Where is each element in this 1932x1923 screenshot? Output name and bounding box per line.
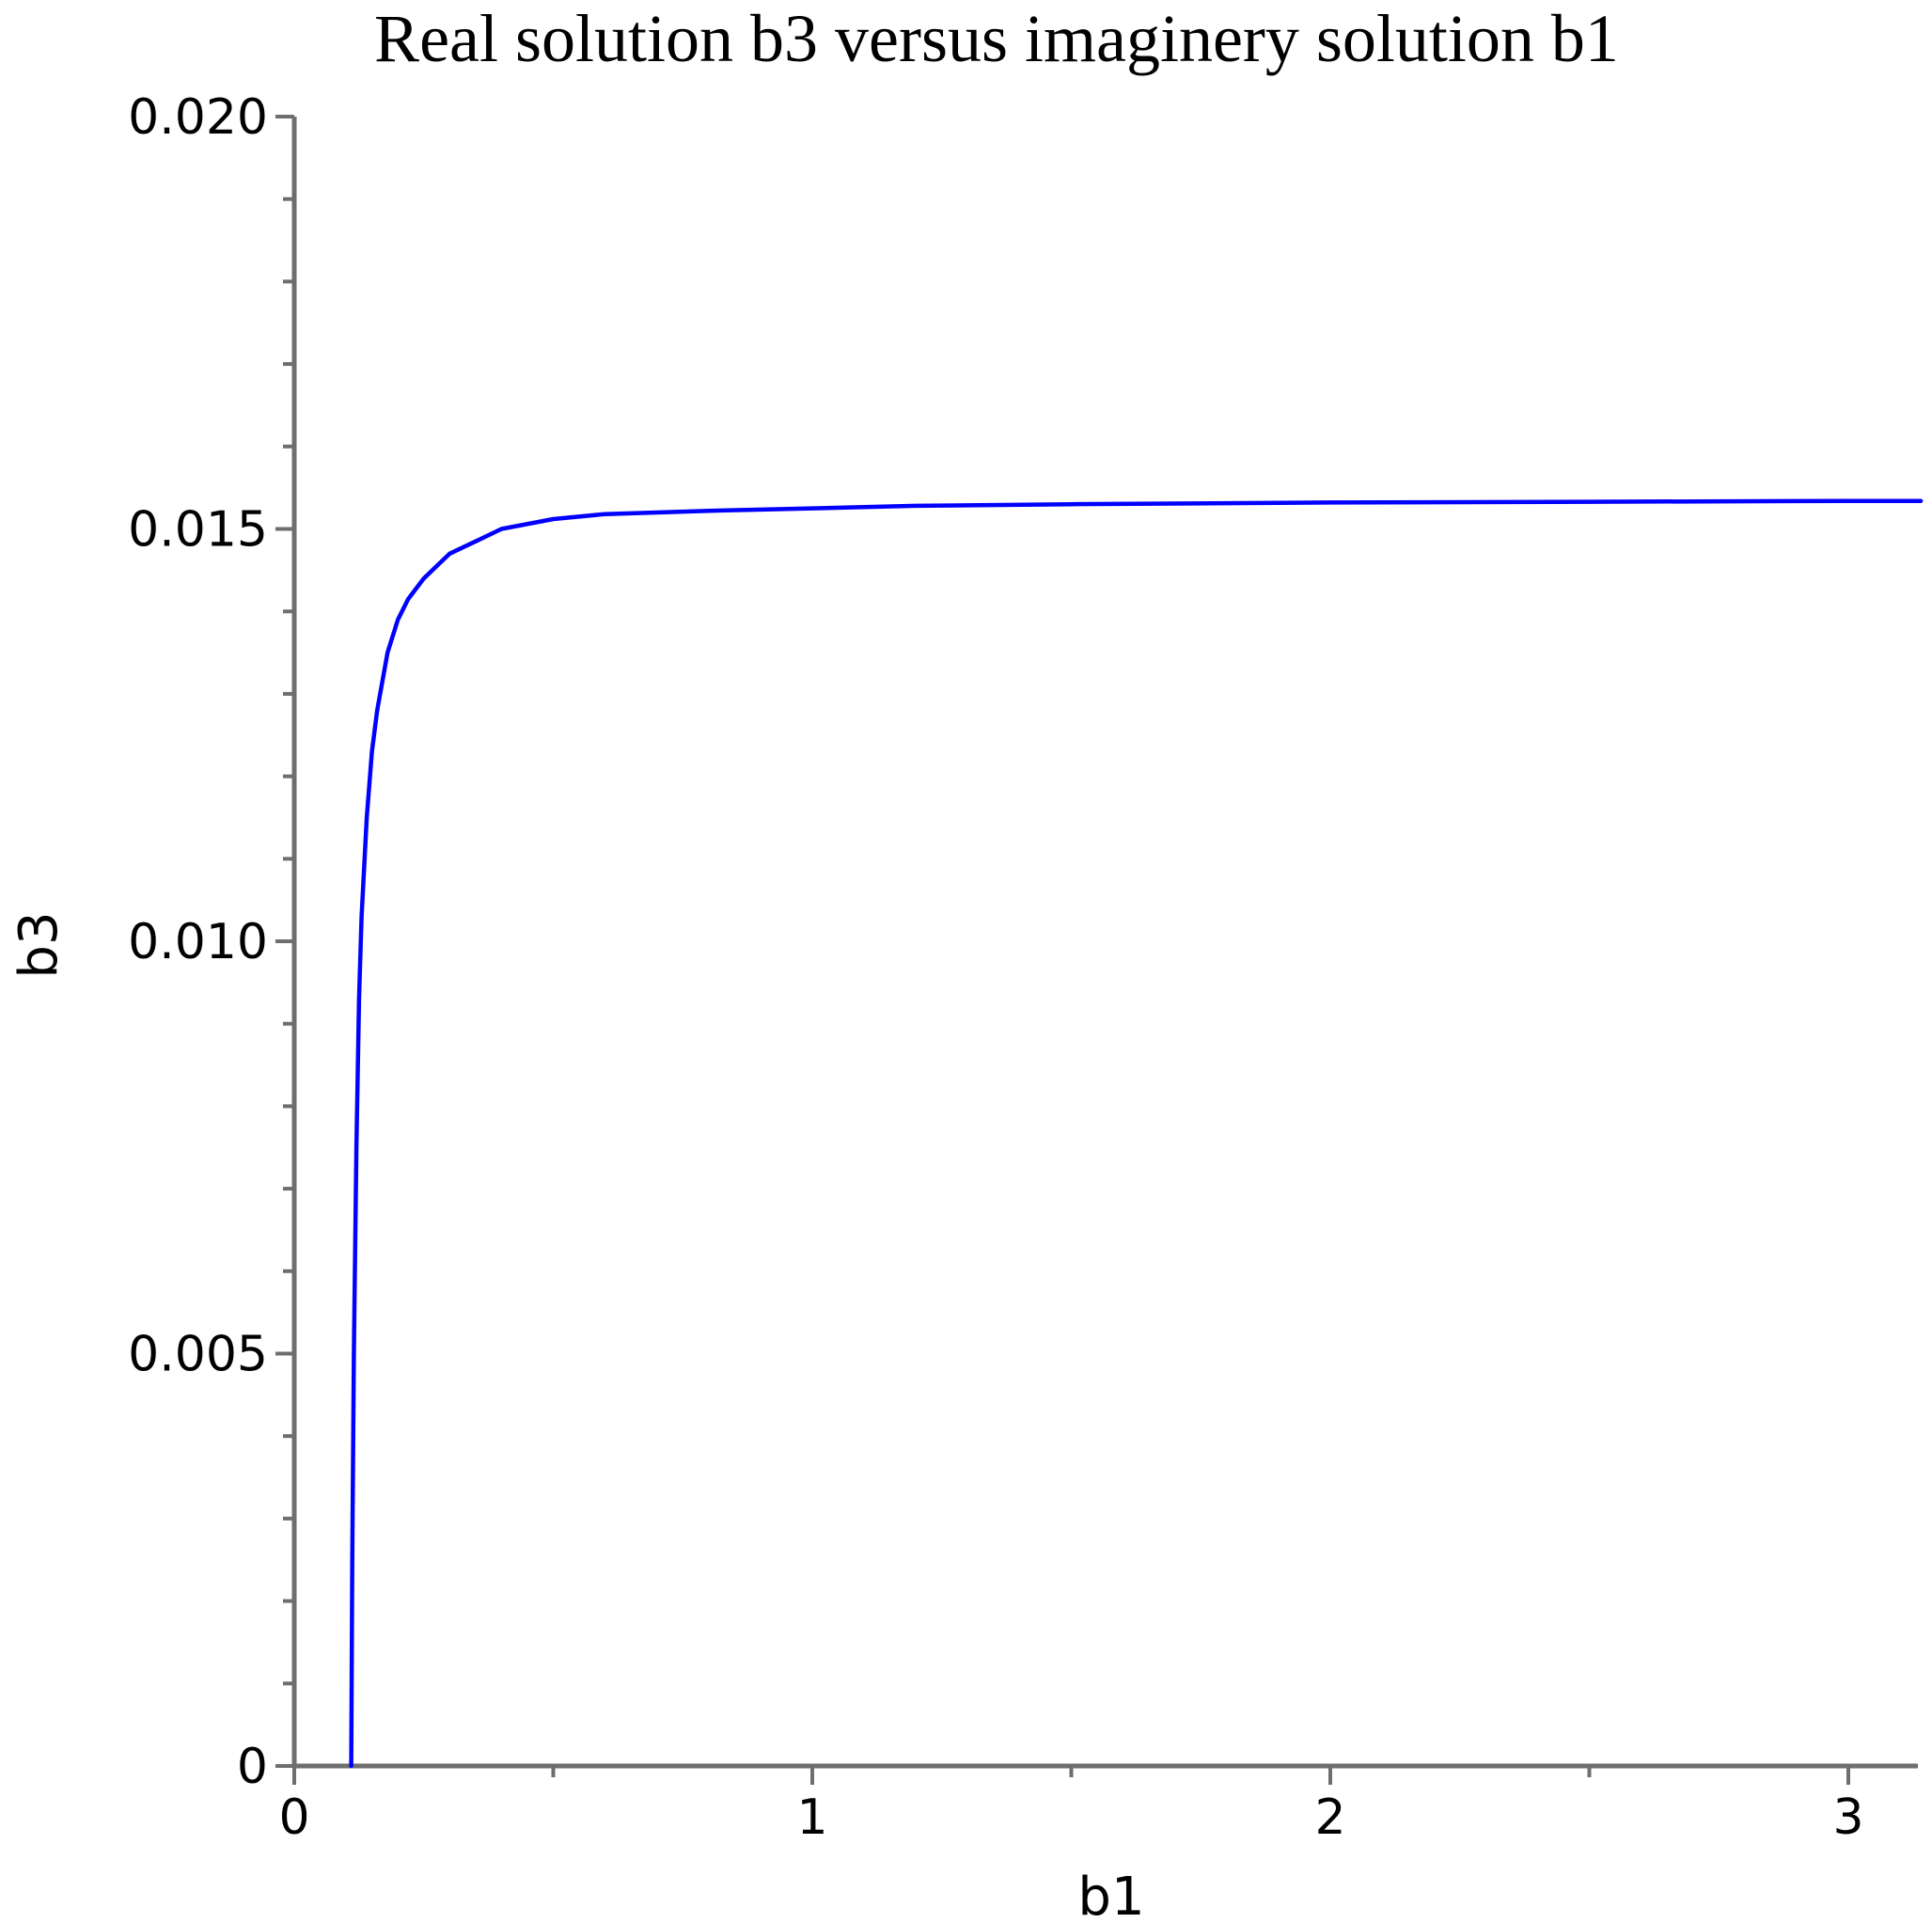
y-tick-label: 0 [237,1739,268,1795]
y-tick-label: 0.015 [128,502,268,559]
y-tick-label: 0.020 [128,89,268,146]
y-axis-label: b3 [8,911,70,978]
x-tick-label: 0 [278,1789,309,1846]
chart-title: Real solution b3 versus imaginery soluti… [374,1,1619,76]
y-tick-label: 0.005 [128,1327,268,1383]
x-axis-label: b1 [1077,1867,1144,1923]
series-line [349,498,1924,1769]
plot-area: 0 0.005 0.010 0.015 0.020 0 1 2 3 [128,89,1924,1846]
y-tick-label: 0.010 [128,914,268,970]
x-tick-label: 3 [1832,1789,1863,1846]
x-tick-label: 2 [1314,1789,1345,1846]
x-tick-label: 1 [796,1789,827,1846]
